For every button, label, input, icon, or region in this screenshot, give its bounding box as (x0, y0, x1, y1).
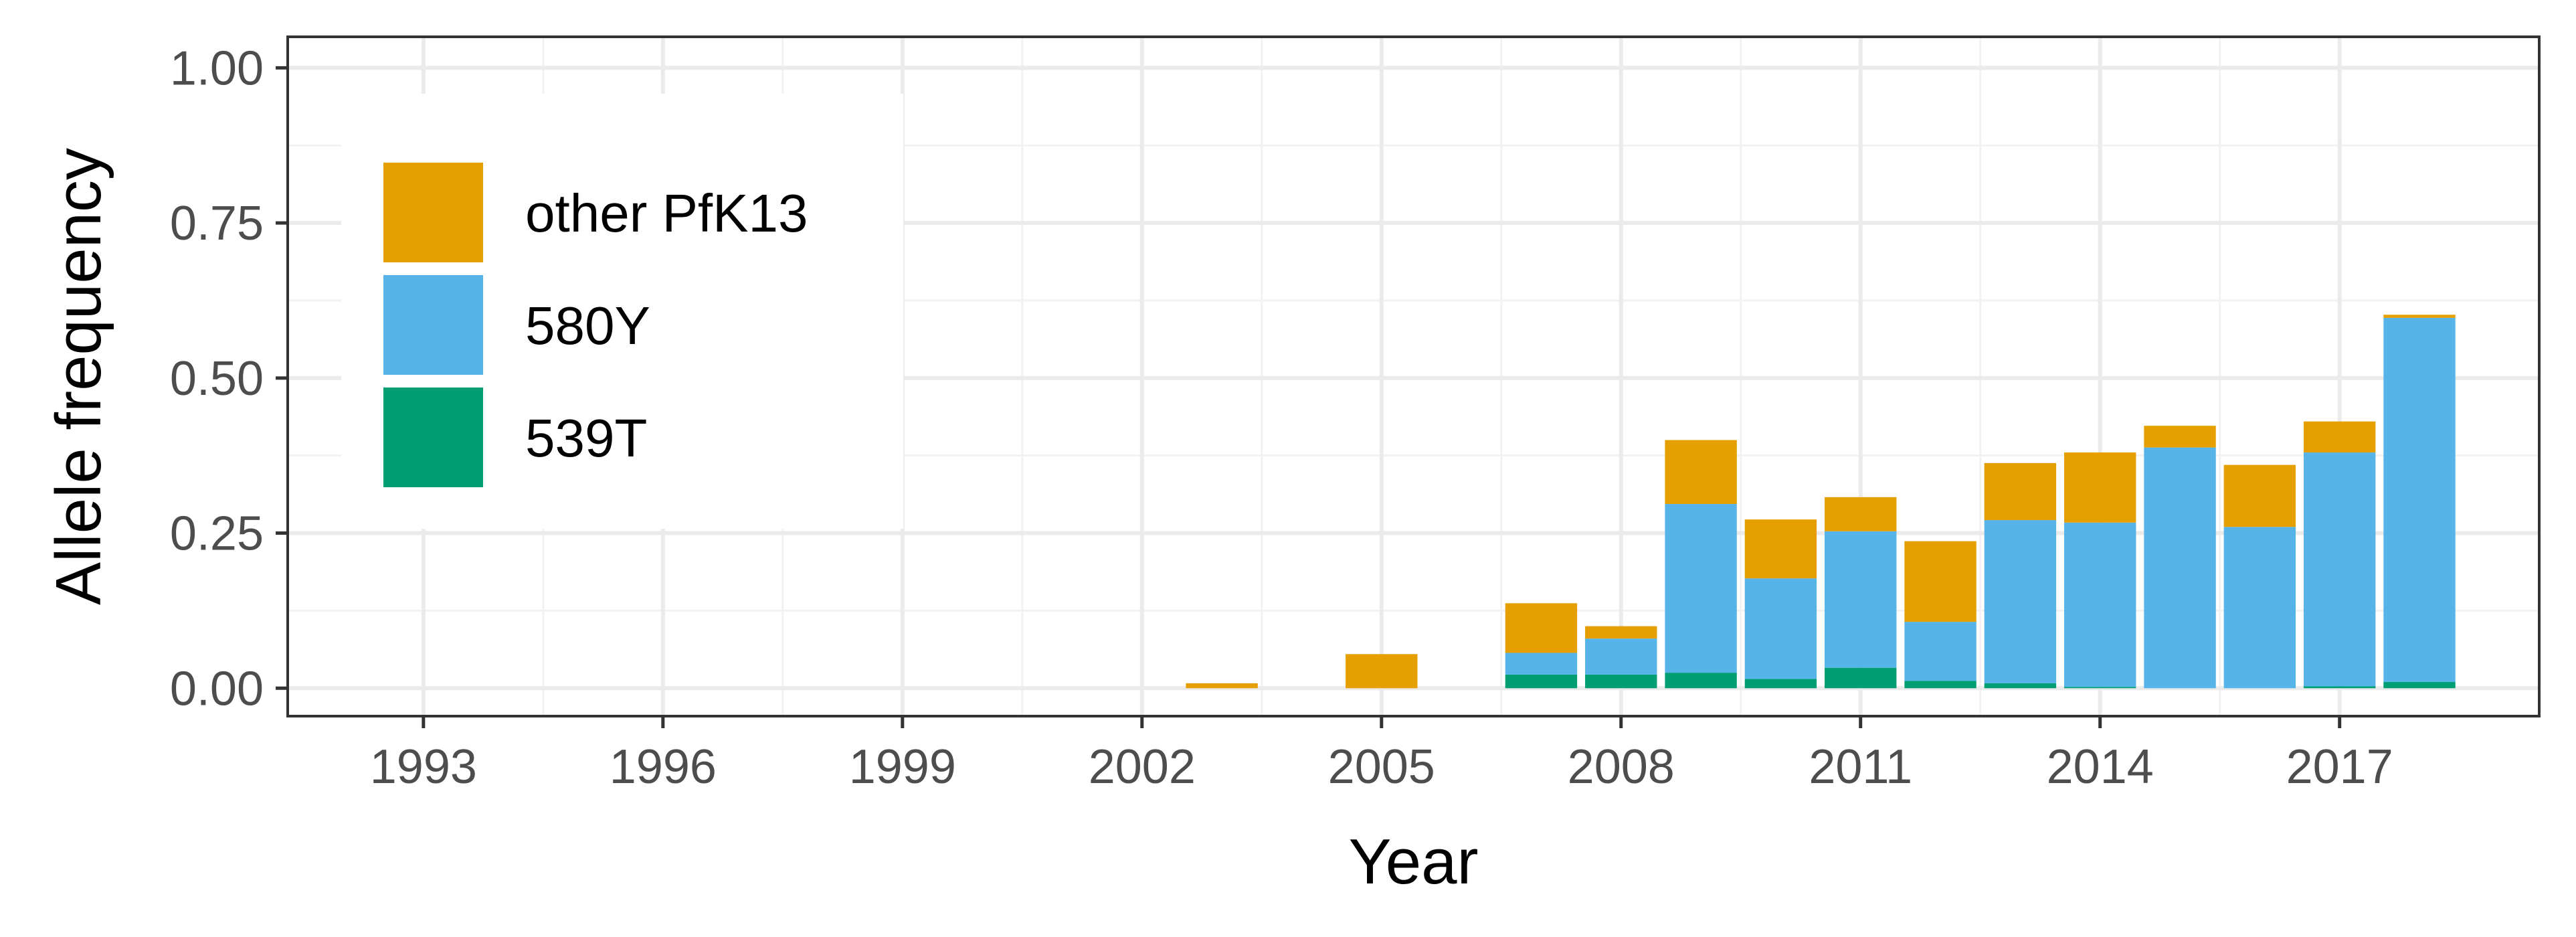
bar-segment-580y-2017 (2303, 452, 2376, 687)
legend-label-539t: 539T (525, 408, 647, 468)
bar-segment-580y-2013 (1984, 520, 2057, 683)
bar-segment-other-pfk13-2016 (2223, 464, 2296, 527)
bar-segment-other-pfk13-2013 (1984, 462, 2057, 521)
bar-segment-580y-2018 (2383, 317, 2456, 683)
bar-segment-580y-2010 (1744, 578, 1817, 679)
bar-segment-other-pfk13-2010 (1744, 519, 1817, 579)
bar-segment-539t-2008 (1585, 674, 1657, 689)
bar-segment-539t-2009 (1665, 673, 1737, 689)
bar-segment-580y-2011 (1825, 531, 1897, 668)
bar-segment-other-pfk13-2008 (1585, 626, 1657, 639)
x-tick-label: 2005 (1328, 740, 1435, 794)
legend-key-580y (379, 271, 487, 379)
bar-segment-580y-2008 (1585, 638, 1657, 675)
bar-segment-other-pfk13-2007 (1505, 603, 1578, 653)
legend: other PfK13 580Y 539T (341, 94, 903, 529)
bar-segment-other-pfk13-2014 (2064, 452, 2136, 523)
bar-segment-539t-2017 (2303, 686, 2376, 689)
bar-segment-other-pfk13-2003 (1186, 683, 1258, 689)
axes: 0.00 0.25 0.50 0.75 1.00 1993 1996 1999 2002 2005… (170, 41, 2393, 794)
bar-segment-539t-2014 (2064, 687, 2136, 689)
x-tick-label: 2011 (1809, 740, 1912, 794)
y-tick-label: 1.00 (170, 41, 264, 95)
legend-key-other-pfk13 (379, 159, 487, 266)
bar-segment-other-pfk13-2011 (1825, 497, 1897, 531)
y-axis-title: Allele frequency (43, 148, 114, 605)
bars (1186, 315, 2456, 689)
x-tick-label: 1993 (370, 740, 477, 794)
y-tick-label: 0.00 (170, 662, 264, 715)
x-tick-label: 2014 (2047, 740, 2154, 794)
bar-segment-539t-2013 (1984, 683, 2057, 689)
bar-segment-580y-2015 (2144, 447, 2216, 689)
bar-segment-539t-2011 (1825, 667, 1897, 689)
x-tick-label: 2002 (1089, 740, 1196, 794)
y-tick-label: 0.75 (170, 197, 264, 250)
bar-segment-539t-2018 (2383, 682, 2456, 689)
x-tick-label: 2017 (2286, 740, 2393, 794)
y-tick-label: 0.25 (170, 507, 264, 561)
legend-key-539t (379, 384, 487, 491)
x-tick-label: 1999 (849, 740, 956, 794)
bar-segment-other-pfk13-2017 (2303, 421, 2376, 453)
bar-segment-580y-2007 (1505, 653, 1578, 675)
x-tick-label: 2008 (1568, 740, 1675, 794)
bar-segment-539t-2007 (1505, 674, 1578, 689)
y-tick-label: 0.50 (170, 352, 264, 406)
x-axis-title: Year (1349, 826, 1479, 898)
legend-label-580y: 580Y (525, 296, 650, 355)
bar-segment-580y-2014 (2064, 522, 2136, 687)
bar-segment-580y-2012 (1904, 622, 1976, 681)
bar-segment-other-pfk13-2012 (1904, 541, 1976, 622)
x-tick-label: 1996 (610, 740, 717, 794)
bar-segment-other-pfk13-2018 (2383, 315, 2456, 318)
bar-segment-580y-2016 (2223, 527, 2296, 689)
legend-label-other-pfk13: other PfK13 (525, 183, 808, 243)
bar-segment-other-pfk13-2009 (1665, 440, 1737, 504)
bar-segment-539t-2010 (1744, 679, 1817, 689)
bar-segment-580y-2009 (1665, 503, 1737, 673)
bar-segment-other-pfk13-2005 (1346, 654, 1418, 689)
bar-segment-other-pfk13-2015 (2144, 426, 2216, 448)
bar-segment-539t-2012 (1904, 681, 1976, 689)
